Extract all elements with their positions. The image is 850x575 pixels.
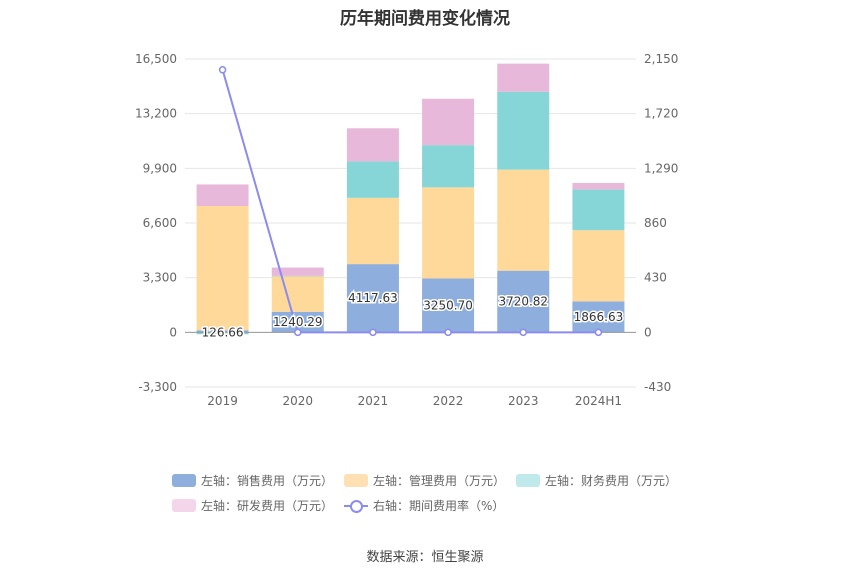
line-rate (221, 69, 599, 334)
bar-admin (196, 205, 249, 331)
source-note: 数据来源：恒生聚源 (366, 550, 484, 565)
bar-rnd (346, 128, 399, 162)
legend-label-rate: 右轴：期间费用率（%） (373, 499, 505, 513)
x-tick-label: 2022 (433, 394, 464, 408)
x-tick-label: 2024H1 (575, 394, 622, 408)
legend-swatch-rnd (172, 499, 196, 512)
data-label-sales: 126.66 (202, 325, 244, 339)
bar-sales (572, 301, 625, 333)
legend-swatch-admin (344, 474, 368, 487)
legend-label-rnd: 左轴：研发费用（万元） (201, 499, 334, 513)
bar-rnd (497, 63, 550, 92)
legend-label-finance: 左轴：财务费用（万元） (545, 474, 678, 488)
legend-item-admin[interactable]: 左轴：管理费用（万元） (344, 472, 505, 489)
bar-admin (422, 187, 475, 279)
legend-item-rnd[interactable]: 左轴：研发费用（万元） (172, 497, 333, 514)
y-left-tick-label: 9,900 (143, 161, 177, 175)
x-tick-label: 2021 (358, 394, 389, 408)
bar-sales (196, 330, 249, 333)
rate-point (369, 328, 377, 337)
legend-item-finance[interactable]: 左轴：财务费用（万元） (516, 472, 677, 489)
bar-admin (346, 197, 399, 265)
bar-finance (422, 145, 475, 188)
y-left-tick-label: 16,500 (135, 52, 177, 66)
legend-label-sales: 左轴：销售费用（万元） (201, 474, 334, 488)
y-right-tick-label: 2,150 (644, 52, 678, 66)
legend-swatch-finance (516, 474, 540, 487)
bar-sales (422, 278, 475, 333)
y-left-tick-label: -3,300 (138, 380, 177, 394)
bar-finance (497, 91, 550, 170)
y-right-tick-label: -430 (644, 380, 671, 394)
data-label-sales: 1866.63 (574, 310, 624, 324)
y-right-tick-label: 1,720 (644, 107, 678, 121)
bar-rnd (572, 182, 625, 190)
rate-point (218, 66, 227, 74)
y-right-tick-label: 0 (644, 325, 652, 339)
bar-sales (346, 264, 399, 333)
y-right-tick-label: 430 (644, 271, 667, 285)
y-left-tick-label: 0 (169, 325, 177, 339)
bar-admin (497, 169, 550, 271)
data-label-sales: 1240.29 (273, 315, 323, 329)
bar-finance (196, 332, 249, 335)
rate-point (594, 328, 603, 337)
rate-point (294, 328, 302, 337)
legend-item-sales[interactable]: 左轴：销售费用（万元） (172, 472, 333, 489)
data-label-sales: 3250.70 (423, 298, 473, 312)
bar-rnd (422, 98, 475, 146)
data-label-sales: 4117.63 (348, 291, 398, 305)
rate-point (519, 328, 527, 337)
rate-point (444, 328, 452, 337)
y-right-tick-label: 1,290 (644, 161, 678, 175)
bar-sales (271, 311, 324, 333)
x-tick-label: 2023 (508, 394, 539, 408)
legend-label-admin: 左轴：管理费用（万元） (373, 474, 506, 488)
bar-sales (497, 270, 550, 333)
bar-admin (572, 230, 625, 302)
x-tick-label: 2020 (282, 394, 313, 408)
y-right-tick-label: 860 (644, 216, 667, 230)
bar-finance (346, 161, 399, 198)
y-left-tick-label: 6,600 (143, 216, 177, 230)
x-tick-label: 2019 (207, 394, 238, 408)
bar-rnd (271, 267, 324, 276)
legend-swatch-sales (172, 474, 196, 487)
data-label-sales: 3720.82 (498, 295, 548, 309)
bar-finance (271, 275, 324, 277)
y-left-tick-label: 3,300 (143, 271, 177, 285)
chart-title: 历年期间费用变化情况 (340, 9, 510, 29)
bar-admin (271, 276, 324, 312)
y-left-tick-label: 13,200 (135, 107, 177, 121)
legend-line-icon (344, 499, 368, 513)
legend-item-rate[interactable]: 右轴：期间费用率（%） (344, 497, 504, 514)
bar-finance (572, 189, 625, 231)
bar-rnd (196, 184, 249, 206)
